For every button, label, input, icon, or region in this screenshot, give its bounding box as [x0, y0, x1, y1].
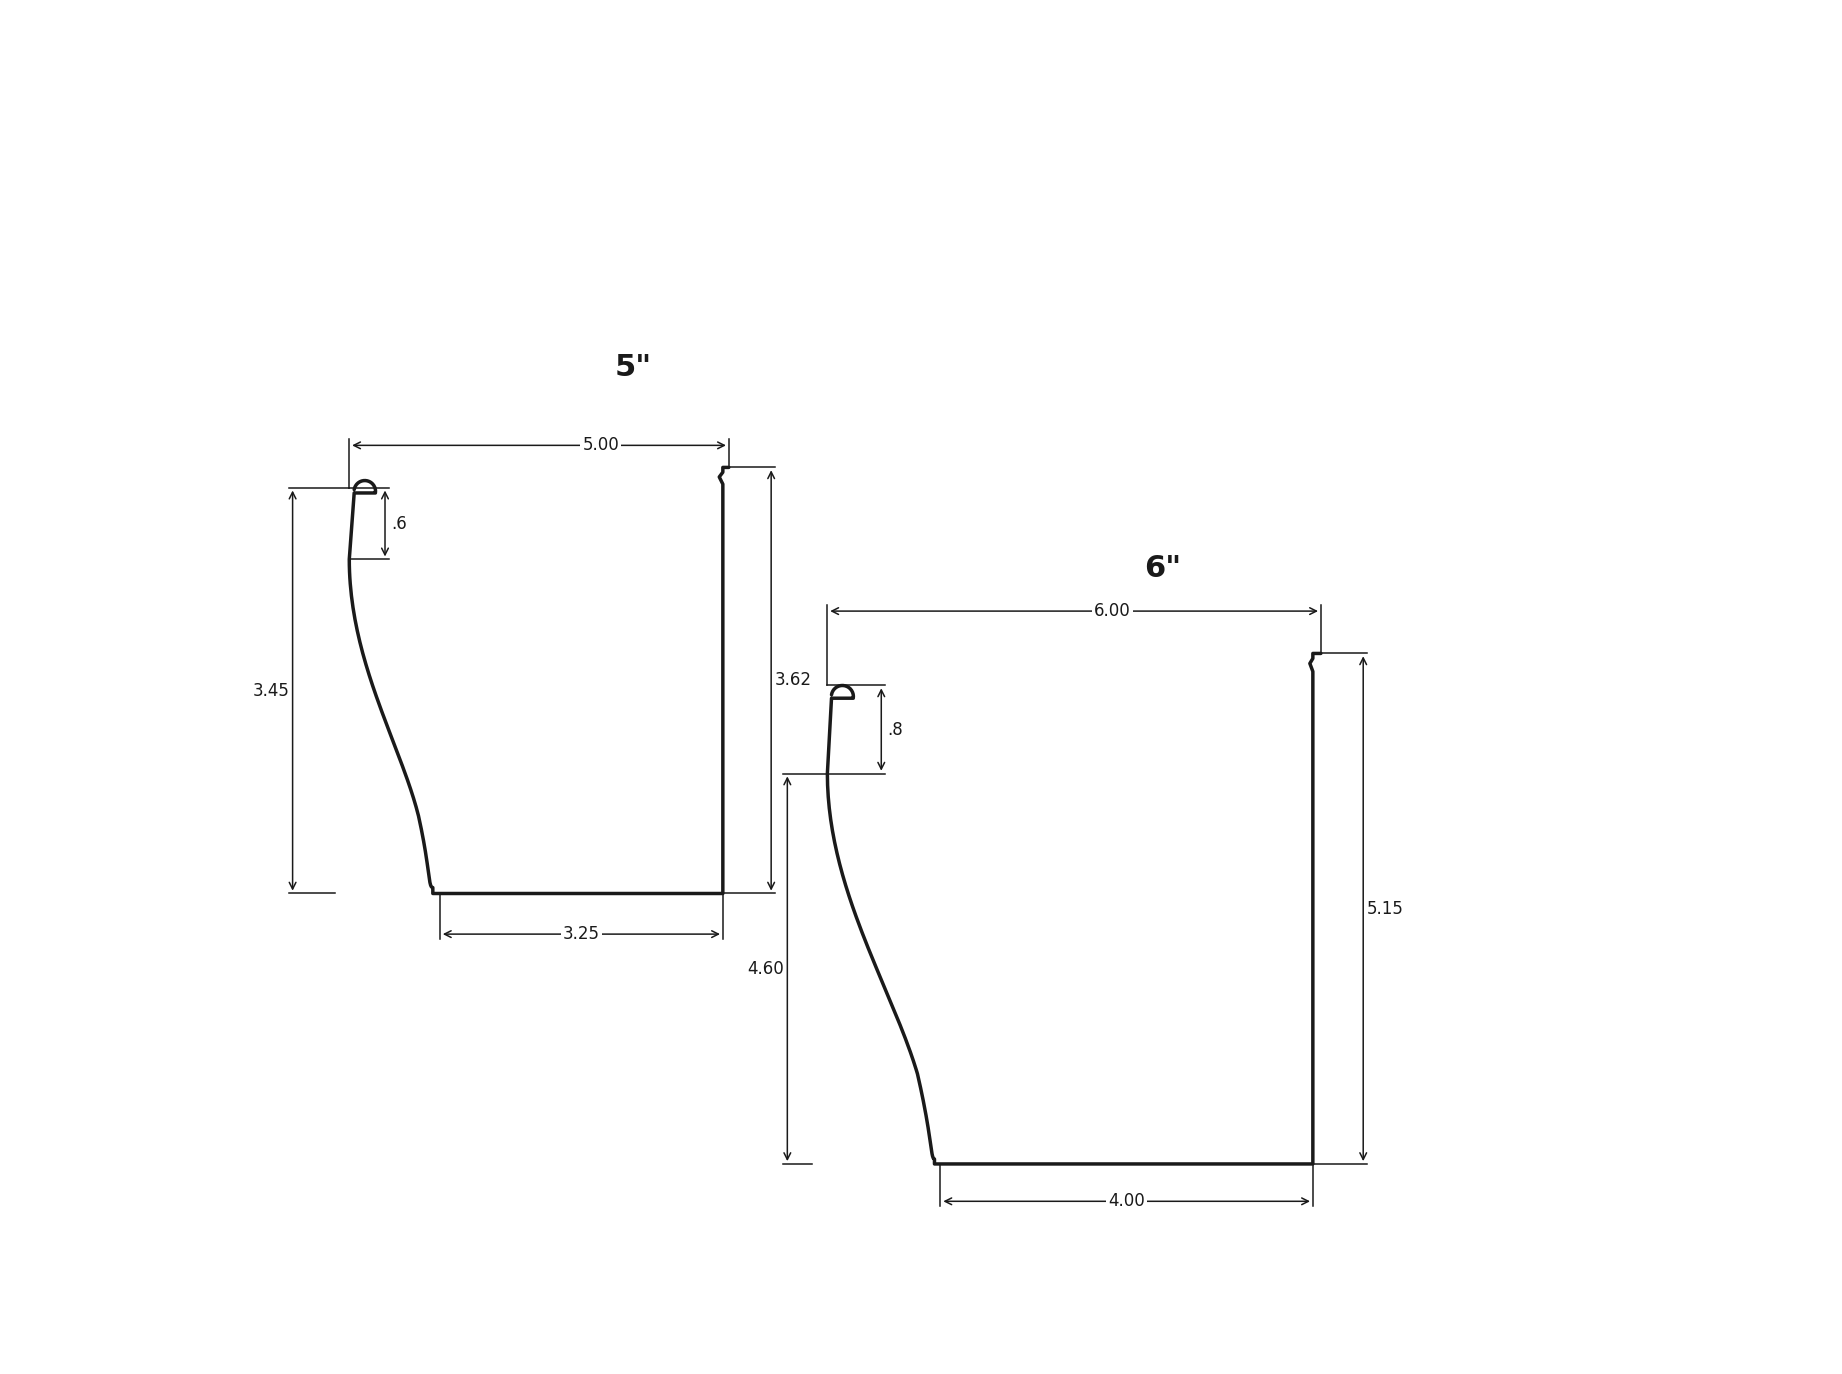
Text: 3.62: 3.62	[774, 672, 810, 690]
Text: 4.00: 4.00	[1109, 1193, 1146, 1210]
Text: .6: .6	[391, 514, 407, 533]
Text: 4.60: 4.60	[748, 960, 785, 978]
Text: 5": 5"	[615, 353, 652, 382]
Text: 5.15: 5.15	[1367, 900, 1404, 918]
Text: .8: .8	[888, 720, 903, 738]
Text: 3.45: 3.45	[252, 682, 289, 699]
Text: 6": 6"	[1144, 554, 1181, 583]
Text: 6.00: 6.00	[1094, 602, 1131, 620]
Text: 3.25: 3.25	[564, 925, 600, 943]
Text: 5.00: 5.00	[582, 437, 619, 455]
